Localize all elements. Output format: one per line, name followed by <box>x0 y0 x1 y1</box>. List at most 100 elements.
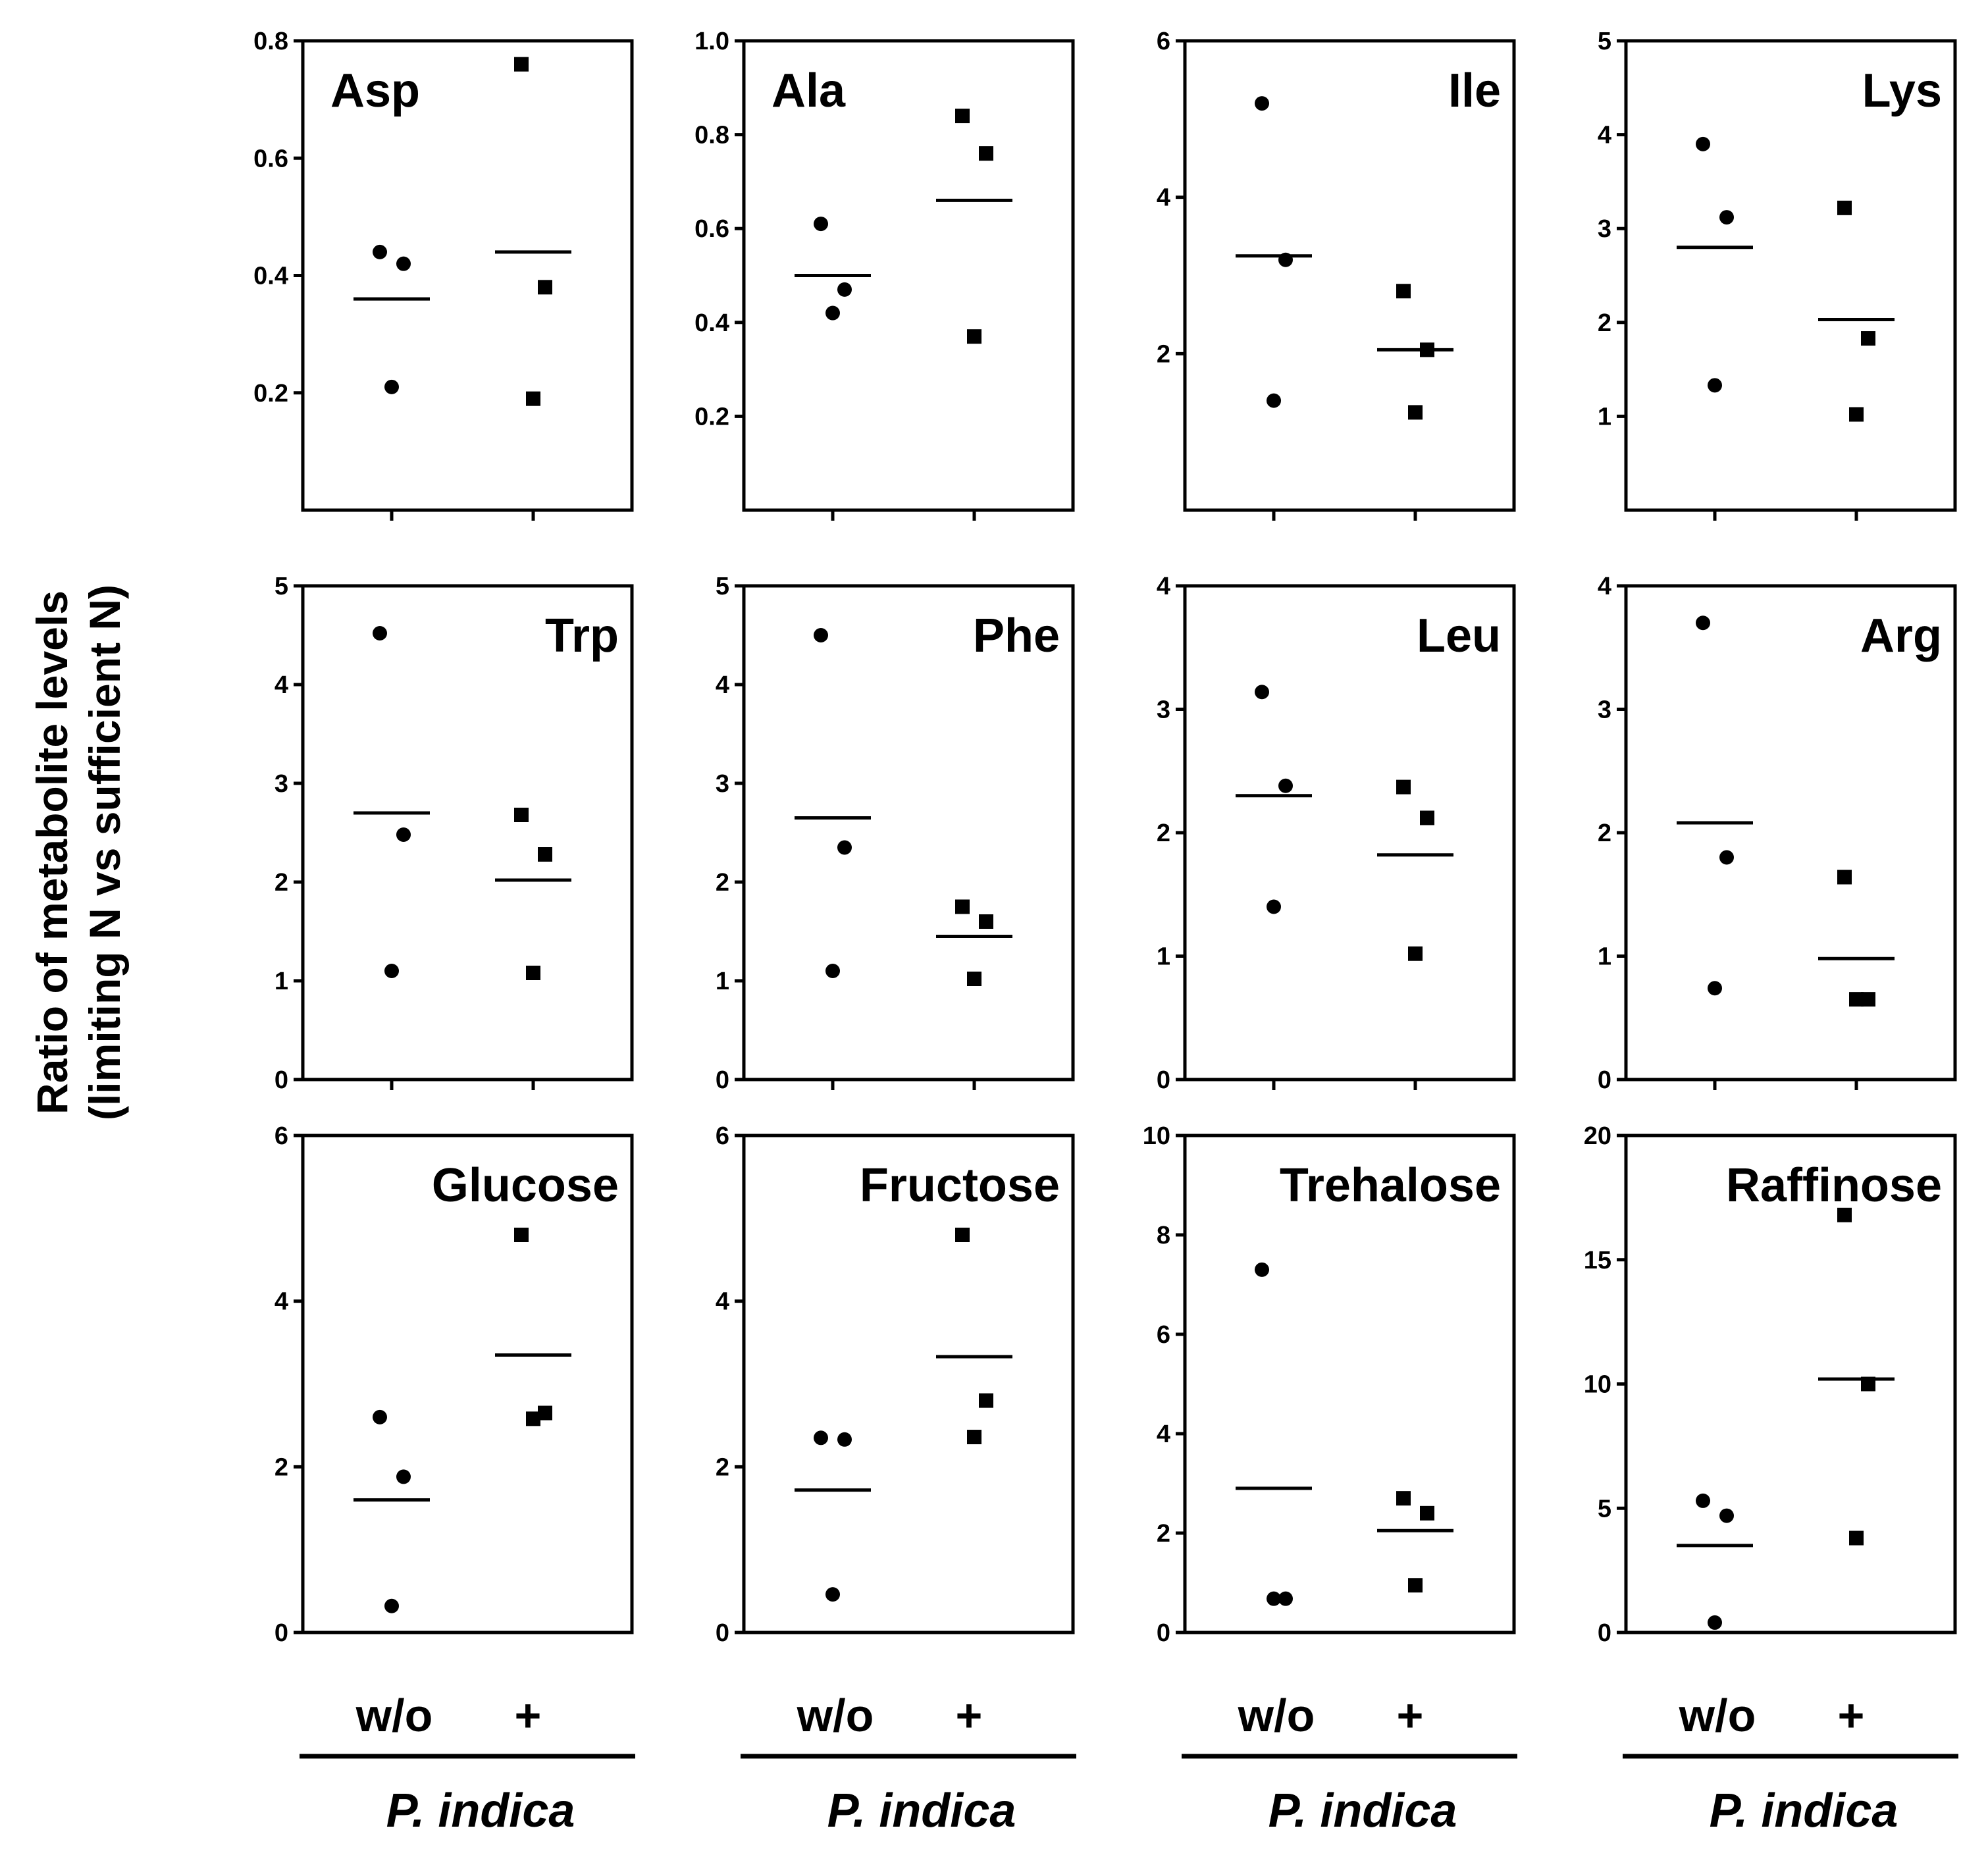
data-point-circle <box>814 217 828 232</box>
y-tick-label: 5 <box>1598 1495 1611 1523</box>
data-point-square <box>1420 1505 1434 1521</box>
data-point-square <box>1420 342 1434 357</box>
data-point-square <box>526 391 540 406</box>
y-tick-label: 6 <box>716 1122 729 1150</box>
data-point-square <box>1396 779 1411 795</box>
y-tick-label: 4 <box>1598 573 1611 600</box>
y-tick-label: 0 <box>275 1066 288 1094</box>
panel-trehalose: 0 2 4 6 8 10 Trehalose <box>1143 1122 1516 1647</box>
y-tick-label: 0.4 <box>694 309 729 337</box>
data-point-circle <box>1267 1591 1281 1606</box>
y-tick-label: 0.2 <box>253 380 288 407</box>
y-axis-label: Ratio of metabolite levels (limiting N v… <box>28 585 129 1120</box>
data-point-square <box>538 280 552 295</box>
plot-frame <box>742 584 1075 1082</box>
plot-frame <box>301 1134 634 1634</box>
data-point-circle <box>837 282 852 297</box>
data-point-circle <box>1708 1615 1722 1630</box>
y-tick-label: 1 <box>1598 403 1611 431</box>
plot-frame <box>1183 39 1516 512</box>
data-point-circle <box>373 1409 387 1424</box>
panel-title: Asp <box>330 65 420 117</box>
data-point-circle <box>814 1430 828 1446</box>
y-tick-label: 1 <box>275 968 288 995</box>
group-label-with: + <box>1838 1690 1865 1741</box>
panel-leu: 0 1 2 3 4 Leu <box>1157 573 1516 1094</box>
y-tick-label: 1 <box>1598 943 1611 971</box>
y-tick-label: 6 <box>1157 1321 1170 1349</box>
data-point-circle <box>1696 1493 1710 1508</box>
group-label-without: w/o <box>797 1690 874 1741</box>
panel-glucose: 0 2 4 6 Glucose <box>275 1122 634 1647</box>
y-tick-label: 5 <box>275 573 288 600</box>
panel-title: Phe <box>973 610 1060 662</box>
data-point-circle <box>384 964 399 978</box>
data-point-square <box>967 1430 981 1445</box>
data-point-circle <box>825 964 840 978</box>
data-point-square <box>538 1405 552 1421</box>
data-point-square <box>1396 284 1411 299</box>
panel-phe: 0 1 2 3 4 5 Phe <box>716 573 1075 1094</box>
y-tick-label: 5 <box>1598 28 1611 55</box>
panel-title: Trehalose <box>1280 1159 1501 1212</box>
data-point-square <box>979 146 993 161</box>
y-tick-label: 6 <box>1157 28 1170 55</box>
data-point-circle <box>1696 615 1710 631</box>
data-point-circle <box>837 840 852 855</box>
data-point-square <box>1861 992 1875 1007</box>
y-tick-label: 1 <box>1157 943 1170 971</box>
y-tick-label: 4 <box>716 671 729 699</box>
data-point-circle <box>396 256 411 271</box>
data-point-square <box>1420 810 1434 825</box>
data-point-square <box>514 57 529 72</box>
data-point-circle <box>1278 252 1293 267</box>
data-point-square <box>979 914 993 929</box>
y-tick-label: 4 <box>716 1288 729 1316</box>
data-point-square <box>955 1228 970 1242</box>
data-point-square <box>1837 200 1852 215</box>
y-axis-label-line1: Ratio of metabolite levels <box>28 590 76 1114</box>
panel-title: Ile <box>1448 65 1501 117</box>
y-tick-label: 2 <box>275 1453 288 1481</box>
data-point-circle <box>1719 210 1734 225</box>
panel-title: Fructose <box>860 1159 1060 1212</box>
data-point-circle <box>1278 778 1293 793</box>
y-tick-label: 1.0 <box>694 28 729 55</box>
data-point-square <box>1396 1491 1411 1506</box>
panel-raffinose: 0 5 10 15 20 Raffinose <box>1584 1122 1957 1647</box>
data-point-circle <box>373 626 387 640</box>
group-label-with: + <box>956 1690 983 1741</box>
species-label: P. indica <box>386 1785 575 1837</box>
data-point-square <box>1408 946 1423 961</box>
y-tick-label: 0 <box>1598 1066 1611 1094</box>
panel-asp: 0.2 0.4 0.6 0.8 Asp <box>253 28 634 521</box>
y-tick-label: 0 <box>716 1619 729 1647</box>
y-tick-label: 0 <box>1157 1066 1170 1094</box>
y-tick-label: 10 <box>1143 1122 1170 1150</box>
group-labels: w/o + P. indica <box>300 1690 635 1837</box>
y-tick-label: 2 <box>1157 340 1170 368</box>
data-point-square <box>526 1411 540 1426</box>
y-tick-label: 20 <box>1584 1122 1611 1150</box>
group-labels: w/o + P. indica <box>741 1690 1076 1837</box>
data-point-circle <box>384 379 399 394</box>
y-tick-label: 2 <box>275 869 288 897</box>
y-tick-label: 3 <box>1157 696 1170 724</box>
data-point-square <box>1849 407 1864 422</box>
panel-trp: 0 1 2 3 4 5 Trp <box>275 573 634 1094</box>
data-point-circle <box>825 1587 840 1602</box>
y-tick-label: 8 <box>1157 1222 1170 1249</box>
y-tick-label: 4 <box>1598 122 1611 149</box>
y-tick-label: 6 <box>275 1122 288 1150</box>
data-point-circle <box>1708 378 1722 393</box>
data-point-circle <box>384 1598 399 1613</box>
y-tick-label: 2 <box>716 1453 729 1481</box>
y-tick-label: 10 <box>1584 1371 1611 1399</box>
y-tick-label: 2 <box>1598 309 1611 337</box>
panel-title: Arg <box>1860 610 1942 662</box>
data-point-square <box>1837 870 1852 885</box>
group-labels: w/o + P. indica <box>1623 1690 1958 1837</box>
data-point-square <box>955 109 970 124</box>
y-tick-label: 0 <box>716 1066 729 1094</box>
